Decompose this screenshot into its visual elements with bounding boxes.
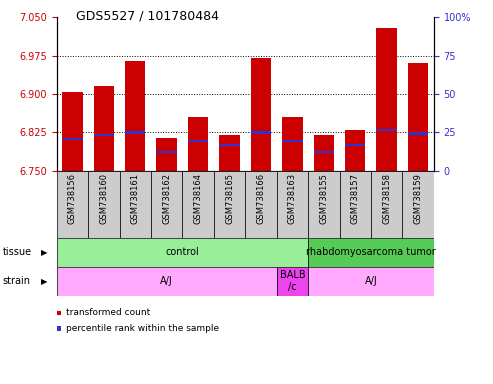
Text: A/J: A/J	[160, 276, 173, 286]
Bar	[219, 135, 240, 171]
Text: GSM738166: GSM738166	[256, 173, 266, 224]
Bar	[371, 171, 402, 238]
Bar	[188, 140, 209, 142]
Bar	[377, 129, 397, 131]
Bar	[94, 86, 114, 171]
Bar	[340, 171, 371, 238]
Bar	[282, 117, 303, 171]
Text: GSM738165: GSM738165	[225, 173, 234, 224]
Bar	[314, 135, 334, 171]
Bar	[94, 134, 114, 136]
Text: GSM738161: GSM738161	[131, 173, 140, 224]
Bar	[119, 171, 151, 238]
Bar	[282, 140, 303, 142]
Bar	[408, 132, 428, 134]
Bar	[88, 171, 119, 238]
Text: A/J: A/J	[365, 276, 377, 286]
Bar	[377, 28, 397, 171]
Text: ▶: ▶	[41, 277, 47, 286]
Text: GSM738163: GSM738163	[288, 173, 297, 224]
Bar	[57, 267, 277, 296]
Bar	[219, 144, 240, 146]
Text: GSM738162: GSM738162	[162, 173, 171, 224]
Bar	[151, 171, 182, 238]
Bar	[125, 61, 145, 171]
Text: GSM738164: GSM738164	[194, 173, 203, 224]
Bar	[125, 131, 145, 134]
Text: GDS5527 / 101780484: GDS5527 / 101780484	[76, 10, 219, 23]
Text: control: control	[166, 247, 199, 258]
Bar	[156, 137, 177, 171]
Text: rhabdomyosarcoma tumor: rhabdomyosarcoma tumor	[306, 247, 436, 258]
Bar	[277, 171, 308, 238]
Bar	[345, 144, 365, 146]
Text: percentile rank within the sample: percentile rank within the sample	[66, 324, 219, 333]
Bar	[308, 267, 434, 296]
Bar	[214, 171, 246, 238]
Text: transformed count: transformed count	[66, 308, 150, 318]
Bar	[345, 130, 365, 171]
Text: GSM738160: GSM738160	[99, 173, 108, 224]
Bar	[62, 91, 83, 171]
Bar	[251, 131, 271, 134]
Text: strain: strain	[2, 276, 31, 286]
Bar	[62, 138, 83, 140]
Bar	[188, 117, 209, 171]
Bar	[308, 171, 340, 238]
Bar	[402, 171, 434, 238]
Bar	[245, 171, 277, 238]
Text: GSM738156: GSM738156	[68, 173, 77, 224]
Bar	[57, 238, 308, 267]
Bar	[308, 238, 434, 267]
Bar	[408, 63, 428, 171]
Bar	[314, 151, 334, 153]
Bar	[182, 171, 214, 238]
Text: BALB
/c: BALB /c	[280, 270, 305, 292]
Text: GSM738159: GSM738159	[414, 173, 423, 224]
Text: ▶: ▶	[41, 248, 47, 257]
Text: GSM738158: GSM738158	[382, 173, 391, 224]
Text: tissue: tissue	[2, 247, 32, 258]
Bar	[57, 171, 88, 238]
Bar	[277, 267, 308, 296]
Text: GSM738155: GSM738155	[319, 173, 328, 224]
Text: GSM738157: GSM738157	[351, 173, 360, 224]
Bar	[251, 58, 271, 171]
Bar	[156, 151, 177, 153]
